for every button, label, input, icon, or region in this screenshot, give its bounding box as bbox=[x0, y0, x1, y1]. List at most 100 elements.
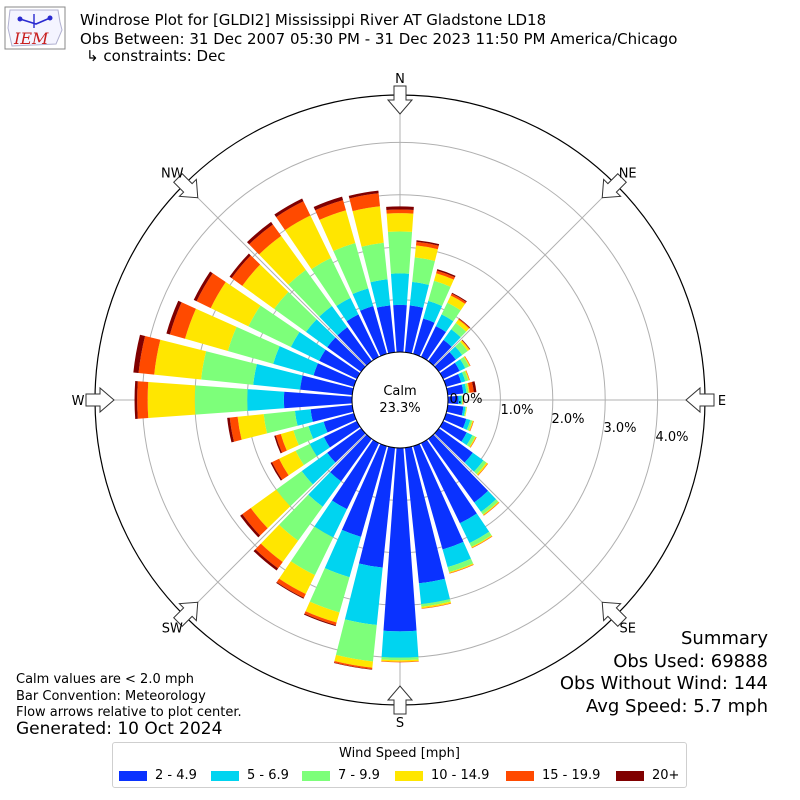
bar-dir-280-bin-4 bbox=[138, 335, 161, 375]
bar-dir-220-bin-1 bbox=[308, 472, 342, 507]
bar-dir-30-bin-1 bbox=[435, 314, 454, 333]
bar-dir-30-bin-2 bbox=[441, 302, 461, 322]
bar-dir-340-bin-1 bbox=[352, 288, 374, 311]
legend-swatch bbox=[395, 770, 423, 781]
bar-dir-70-bin-3 bbox=[464, 370, 470, 381]
bar-dir-190-bin-2 bbox=[335, 619, 377, 662]
bar-dir-110-bin-1 bbox=[462, 418, 471, 430]
bar-dir-170-bin-1 bbox=[418, 578, 450, 605]
bar-dir-60-bin-2 bbox=[460, 356, 470, 369]
bar-dir-20-bin-3 bbox=[433, 273, 454, 287]
bar-dir-350-bin-1 bbox=[370, 279, 391, 308]
bar-dir-50-bin-3 bbox=[460, 340, 470, 351]
bar-dir-290-bin-5 bbox=[166, 300, 182, 335]
radial-tick-label: 4.0% bbox=[655, 430, 688, 445]
bar-dir-160-bin-4 bbox=[449, 564, 474, 574]
bar-dir-70-bin-0 bbox=[443, 373, 462, 387]
bar-dir-80-bin-4 bbox=[467, 381, 474, 393]
bar-dir-150-bin-4 bbox=[471, 536, 493, 549]
bar-dir-280-bin-3 bbox=[154, 339, 207, 380]
bar-dir-230-bin-5 bbox=[240, 514, 261, 538]
bar-dir-40-bin-2 bbox=[451, 322, 467, 338]
bar-dir-120-bin-4 bbox=[470, 436, 477, 448]
bar-dir-190-bin-1 bbox=[344, 563, 383, 625]
flow-arrows-note: Flow arrows relative to plot center. bbox=[16, 705, 242, 720]
bar-dir-210-bin-5 bbox=[276, 582, 304, 599]
bar-dir-50-bin-1 bbox=[449, 346, 463, 360]
bar-dir-230-bin-3 bbox=[250, 489, 291, 529]
bar-dir-220-bin-4 bbox=[255, 543, 283, 569]
radial-tick-label: 3.0% bbox=[603, 421, 636, 436]
bar-dir-240-bin-2 bbox=[295, 443, 317, 466]
bar-dir-180-bin-2 bbox=[381, 656, 419, 661]
bar-dir-100-bin-1 bbox=[461, 406, 466, 417]
bar-dir-130-bin-1 bbox=[464, 452, 484, 472]
compass-label-s: S bbox=[396, 716, 404, 731]
grid-spoke bbox=[183, 183, 401, 401]
bar-dir-140-bin-0 bbox=[428, 434, 489, 503]
legend-item-15-19.9: 15 - 19.9 bbox=[506, 768, 600, 783]
compass-label-ne: NE bbox=[619, 166, 637, 181]
bar-dir-30-bin-3 bbox=[447, 295, 466, 311]
bar-dir-10-bin-0 bbox=[404, 305, 424, 354]
bar-dir-330-bin-5 bbox=[274, 198, 304, 218]
bar-dir-20-bin-0 bbox=[413, 318, 435, 357]
bar-dir-270-bin-5 bbox=[134, 381, 138, 419]
observation-period: Obs Between: 31 Dec 2007 05:30 PM - 31 D… bbox=[80, 30, 678, 48]
summary-title: Summary bbox=[681, 628, 768, 649]
bar-dir-90-bin-1 bbox=[458, 395, 462, 405]
bar-dir-140-bin-2 bbox=[480, 499, 499, 515]
bar-dir-300-bin-5 bbox=[193, 271, 213, 302]
bar-dir-330-bin-1 bbox=[336, 297, 359, 322]
bar-dir-230-bin-4 bbox=[242, 508, 268, 536]
bar-dir-160-bin-3 bbox=[449, 563, 474, 574]
bar-dir-320-bin-2 bbox=[288, 269, 332, 317]
bar-dir-60-bin-1 bbox=[454, 359, 466, 372]
bar-dir-140-bin-4 bbox=[483, 502, 500, 516]
bar-dir-40-bin-5 bbox=[458, 318, 471, 328]
bar-dir-180-bin-3 bbox=[381, 659, 419, 662]
plot-notes: Calm values are < 2.0 mph Bar Convention… bbox=[16, 672, 242, 722]
obs-used: Obs Used: 69888 bbox=[613, 650, 768, 672]
compass-label-se: SE bbox=[619, 622, 635, 637]
bar-dir-80-bin-0 bbox=[446, 384, 464, 396]
bar-dir-60-bin-3 bbox=[463, 356, 471, 367]
bar-dir-20-bin-1 bbox=[423, 300, 443, 323]
bar-dir-60-bin-4 bbox=[464, 356, 471, 366]
bar-dir-210-bin-1 bbox=[314, 500, 347, 538]
bar-dir-250-bin-0 bbox=[323, 413, 357, 433]
bar-dir-280-bin-2 bbox=[201, 351, 257, 385]
flow-arrow-icon bbox=[173, 173, 199, 199]
wind-bars bbox=[133, 190, 500, 670]
calm-note: Calm values are < 2.0 mph bbox=[16, 672, 195, 687]
legend-swatch bbox=[506, 770, 534, 781]
speed-legend: Wind Speed [mph] 2 - 4.9 5 - 6.9 7 - 9.9… bbox=[112, 742, 687, 788]
bar-dir-220-bin-0 bbox=[330, 434, 372, 482]
bar-dir-190-bin-3 bbox=[334, 654, 373, 668]
bar-dir-200-bin-3 bbox=[305, 601, 340, 623]
obs-without-wind: Obs Without Wind: 144 bbox=[559, 673, 768, 694]
flow-arrow-icon bbox=[386, 685, 414, 715]
bar-dir-320-bin-3 bbox=[259, 235, 306, 285]
bar-dir-290-bin-0 bbox=[313, 363, 357, 387]
bar-dir-320-bin-4 bbox=[249, 224, 282, 255]
bar-dir-320-bin-1 bbox=[319, 305, 348, 336]
bar-dir-10-bin-4 bbox=[415, 241, 439, 250]
bar-dir-230-bin-2 bbox=[276, 471, 313, 507]
bar-dir-300-bin-4 bbox=[196, 273, 226, 309]
bar-dir-230-bin-1 bbox=[301, 452, 336, 485]
bar-dir-270-bin-4 bbox=[137, 381, 149, 419]
bar-dir-250-bin-5 bbox=[274, 435, 283, 454]
bar-dir-0-bin-3 bbox=[386, 213, 414, 232]
bar-dir-310-bin-4 bbox=[231, 255, 261, 286]
bar-dir-300-bin-0 bbox=[319, 349, 361, 380]
constraints-label: ↳ constraints: Dec bbox=[86, 47, 226, 65]
bar-dir-270-bin-1 bbox=[247, 389, 285, 411]
bar-dir-10-bin-1 bbox=[409, 281, 429, 308]
bar-dir-240-bin-1 bbox=[309, 436, 330, 457]
bar-dir-70-bin-4 bbox=[465, 370, 470, 381]
bar-dir-180-bin-4 bbox=[381, 661, 419, 663]
bar-dir-60-bin-0 bbox=[439, 362, 460, 380]
bar-dir-40-bin-3 bbox=[455, 319, 470, 332]
